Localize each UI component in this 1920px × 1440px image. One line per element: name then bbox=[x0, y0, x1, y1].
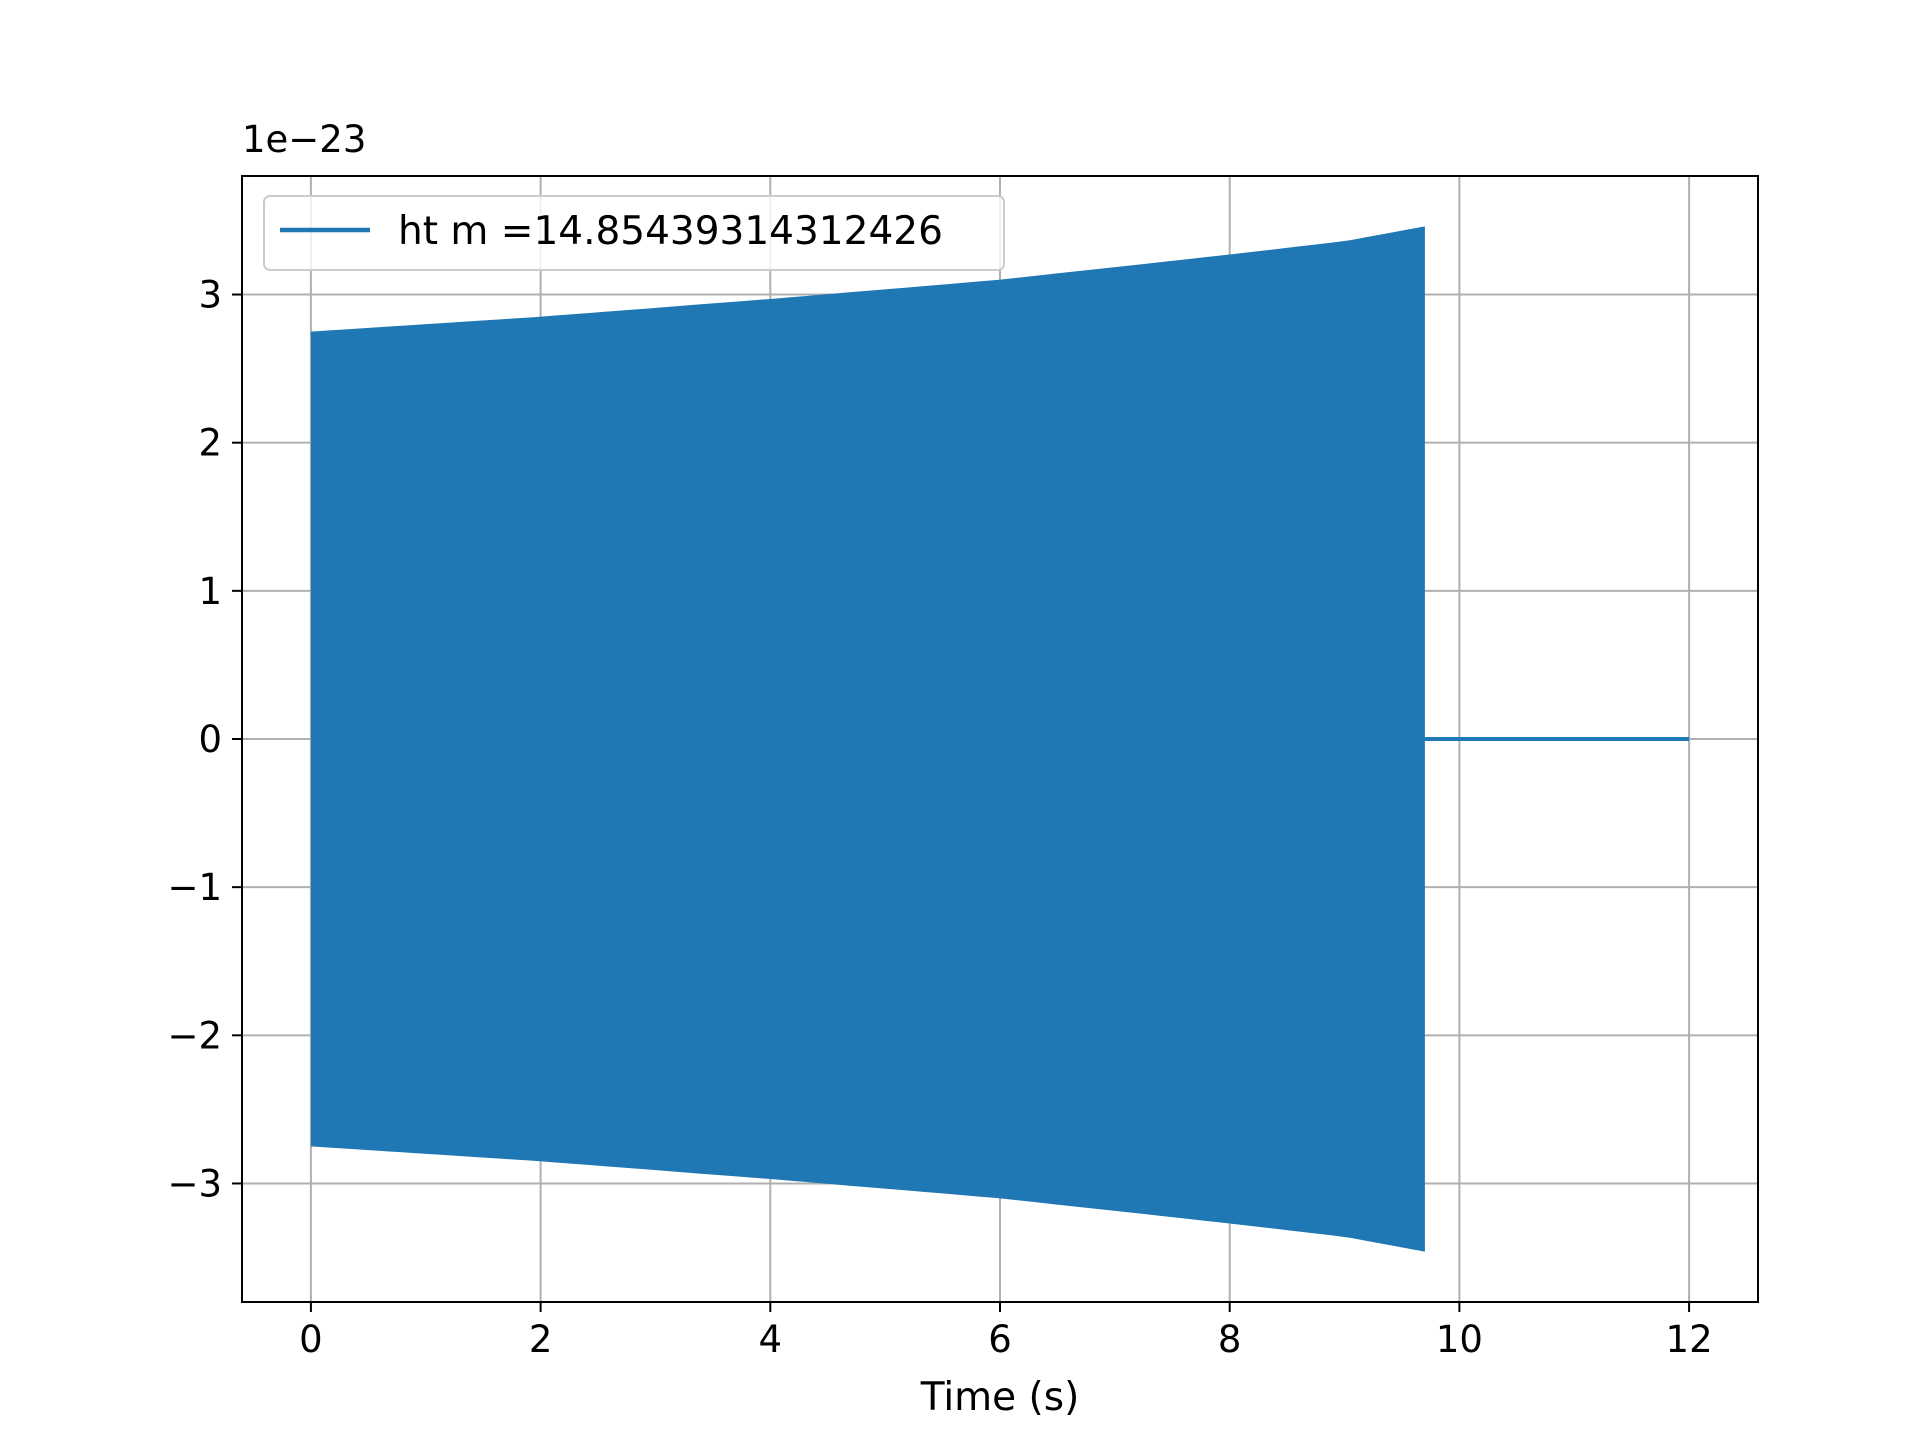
legend: ht m =14.85439314312426 bbox=[263, 195, 1005, 271]
x-tick-label: 8 bbox=[1218, 1318, 1242, 1361]
x-tick-label: 2 bbox=[529, 1318, 553, 1361]
y-tick-label: 1 bbox=[198, 570, 222, 613]
y-tick-label: 0 bbox=[198, 718, 222, 761]
legend-entry-label: ht m =14.85439314312426 bbox=[398, 209, 943, 254]
y-axis-offset-text: 1e−23 bbox=[242, 118, 366, 161]
y-tick-label: −2 bbox=[167, 1014, 222, 1057]
legend-box bbox=[263, 195, 1005, 271]
y-tick-label: −1 bbox=[167, 866, 222, 909]
x-tick-label: 6 bbox=[988, 1318, 1012, 1361]
x-tick-label: 4 bbox=[759, 1318, 783, 1361]
y-tick-label: 3 bbox=[198, 274, 222, 317]
x-tick-label: 0 bbox=[299, 1318, 323, 1361]
y-tick-label: −3 bbox=[167, 1162, 222, 1205]
x-tick-label: 12 bbox=[1666, 1318, 1713, 1361]
x-axis-label: Time (s) bbox=[920, 1375, 1080, 1420]
series-layer bbox=[310, 226, 1690, 1252]
x-tick-label: 10 bbox=[1436, 1318, 1483, 1361]
series-waveform-fill bbox=[310, 226, 1425, 1252]
y-tick-label: 2 bbox=[198, 422, 222, 465]
